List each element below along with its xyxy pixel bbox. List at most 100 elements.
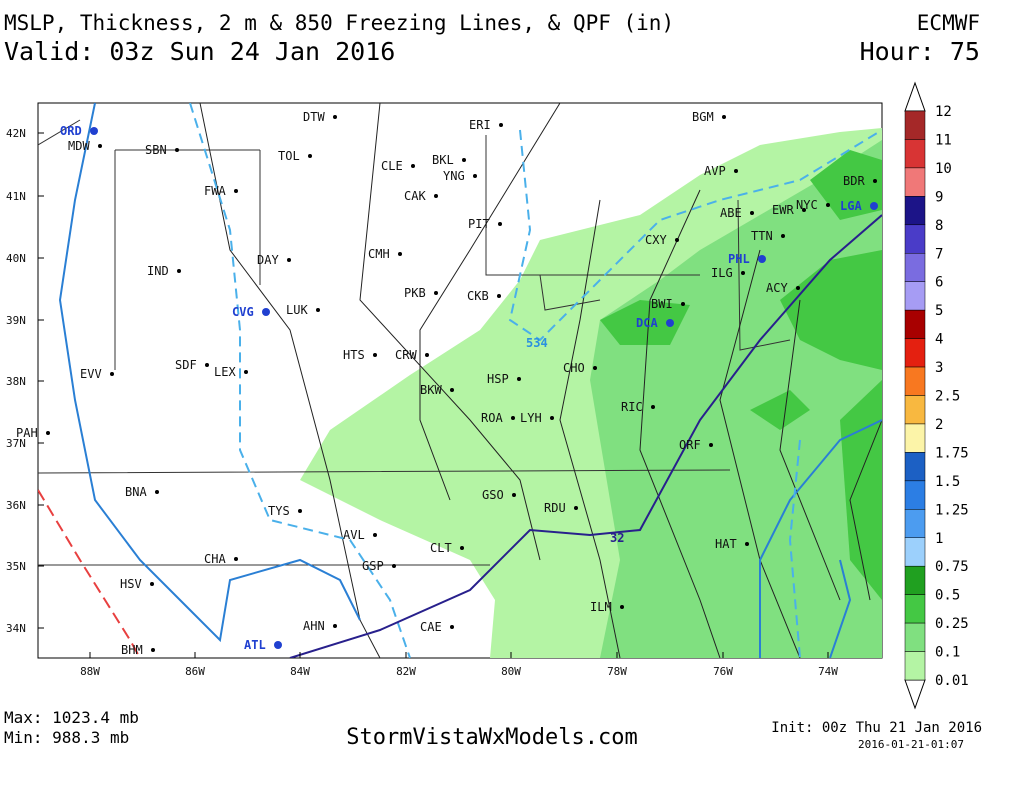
freezing-line bbox=[58, 103, 361, 643]
city-dot bbox=[333, 624, 337, 628]
city-dot bbox=[826, 203, 830, 207]
colorbar-label: 0.75 bbox=[935, 559, 969, 575]
city-label: TTN bbox=[751, 229, 773, 243]
lon-label: 74W bbox=[818, 665, 838, 678]
colorbar-box bbox=[904, 594, 926, 624]
airport-dot bbox=[870, 202, 878, 210]
lon-label: 76W bbox=[713, 665, 733, 678]
city-label: IND bbox=[147, 264, 169, 278]
colorbar-end bbox=[904, 81, 926, 112]
colorbar-label: 4 bbox=[935, 332, 943, 348]
colorbar-box bbox=[904, 452, 926, 482]
city-label: HAT bbox=[715, 537, 737, 551]
city-label: ILM bbox=[590, 600, 612, 614]
city-dot bbox=[796, 286, 800, 290]
colorbar-label: 12 bbox=[935, 104, 952, 120]
city-dot bbox=[873, 179, 877, 183]
city-dot bbox=[802, 208, 806, 212]
city-dot bbox=[151, 648, 155, 652]
airport-dot bbox=[90, 127, 98, 135]
city-label: CRW bbox=[395, 348, 417, 362]
lat-label: 38N bbox=[6, 375, 26, 388]
city-dot bbox=[308, 154, 312, 158]
city-dot bbox=[110, 372, 114, 376]
city-label: CAE bbox=[420, 620, 442, 634]
lat-label: 39N bbox=[6, 314, 26, 327]
city-label: CAK bbox=[404, 189, 426, 203]
city-dot bbox=[497, 294, 501, 298]
city-label: ABE bbox=[720, 206, 742, 220]
border bbox=[38, 119, 791, 566]
colorbar-box bbox=[904, 253, 926, 282]
lon-label: 86W bbox=[185, 665, 205, 678]
colorbar-box bbox=[904, 480, 926, 510]
airport-dot bbox=[666, 319, 674, 327]
city-label: EVV bbox=[80, 367, 102, 381]
colorbar-box bbox=[904, 196, 926, 226]
city-label: PKB bbox=[404, 286, 426, 300]
city-dot bbox=[177, 269, 181, 273]
colorbar: 12 11 10 9 8 7 6 5 4 3 2.5 2 1.75 1.5 1.25 1 0.75 0.5 0.25… bbox=[904, 81, 969, 710]
city-dot bbox=[473, 174, 477, 178]
colorbar-label: 7 bbox=[935, 246, 943, 262]
stamp: 2016-01-21-01:07 bbox=[858, 738, 964, 751]
valid-time: Valid: 03z Sun 24 Jan 2016 bbox=[4, 37, 395, 66]
city-label: BDR bbox=[843, 174, 865, 188]
lat-label: 37N bbox=[6, 437, 26, 450]
city-dot bbox=[434, 291, 438, 295]
city-label: PIT bbox=[468, 217, 490, 231]
city-dot bbox=[512, 493, 516, 497]
city-label: HSP bbox=[487, 372, 509, 386]
city-label: RIC bbox=[621, 400, 643, 414]
city-dot bbox=[498, 222, 502, 226]
lat-label: 40N bbox=[6, 252, 26, 265]
airport-label: CVG bbox=[232, 305, 254, 319]
city-dot bbox=[373, 353, 377, 357]
colorbar-label: 8 bbox=[935, 218, 943, 234]
lat-label: 42N bbox=[6, 127, 26, 140]
city-label: GSP bbox=[362, 559, 384, 573]
colorbar-label: 0.5 bbox=[935, 588, 960, 604]
title: MSLP, Thickness, 2 m & 850 Freezing Line… bbox=[4, 11, 674, 35]
city-dot bbox=[287, 258, 291, 262]
colorbar-box bbox=[904, 281, 926, 311]
airport-dot bbox=[262, 308, 270, 316]
city-label: CMH bbox=[368, 247, 390, 261]
airport-label: ORD bbox=[60, 124, 82, 138]
city-dot bbox=[460, 546, 464, 550]
city-label: BHM bbox=[121, 643, 143, 657]
colorbar-box bbox=[904, 537, 926, 567]
city-label: ORF bbox=[679, 438, 701, 452]
city-label: BNA bbox=[125, 485, 147, 499]
airport-dot bbox=[758, 255, 766, 263]
city-dot bbox=[675, 238, 679, 242]
city-dot bbox=[499, 123, 503, 127]
city-dot bbox=[450, 388, 454, 392]
city-dot bbox=[734, 169, 738, 173]
colorbar-label: 11 bbox=[935, 132, 952, 148]
city-dot bbox=[681, 302, 685, 306]
colorbar-label: 2 bbox=[935, 417, 943, 433]
colorbar-label: 1.25 bbox=[935, 502, 969, 518]
city-label: AHN bbox=[303, 619, 325, 633]
city-label: CHO bbox=[563, 361, 585, 375]
city-dot bbox=[745, 542, 749, 546]
colorbar-label: 1 bbox=[935, 531, 943, 547]
colorbar-label: 1.75 bbox=[935, 445, 969, 461]
city-dot bbox=[392, 564, 396, 568]
model: ECMWF bbox=[917, 11, 980, 35]
lon-label: 88W bbox=[80, 665, 100, 678]
city-label: SBN bbox=[145, 143, 167, 157]
city-label: YNG bbox=[443, 169, 465, 183]
850-freezing-line bbox=[289, 214, 882, 658]
city-label: AVP bbox=[704, 164, 726, 178]
city-dot bbox=[150, 582, 154, 586]
city-dot bbox=[234, 189, 238, 193]
city-label: LUK bbox=[286, 303, 308, 317]
city-dot bbox=[517, 377, 521, 381]
city-dot bbox=[155, 490, 159, 494]
lat-label: 36N bbox=[6, 499, 26, 512]
colorbar-label: 6 bbox=[935, 275, 943, 291]
colorbar-box bbox=[904, 139, 926, 169]
colorbar-label: 10 bbox=[935, 161, 952, 177]
